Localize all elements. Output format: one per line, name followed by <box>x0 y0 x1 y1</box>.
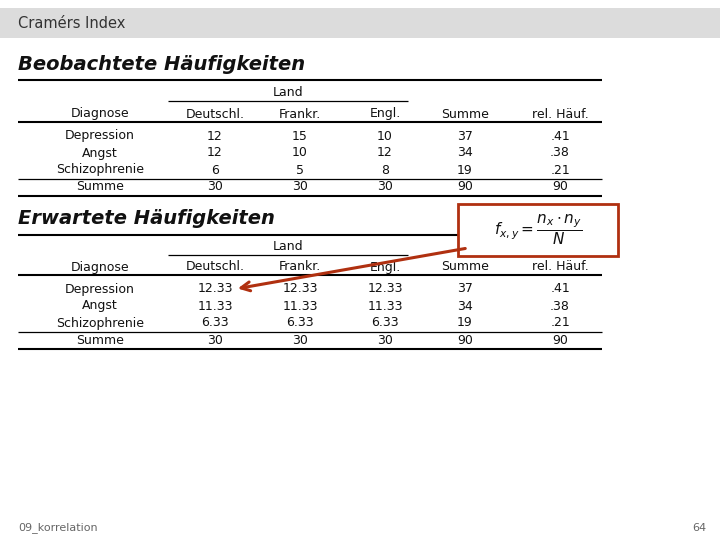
Text: 30: 30 <box>377 180 393 193</box>
Text: rel. Häuf.: rel. Häuf. <box>531 260 588 273</box>
Text: Summe: Summe <box>76 334 124 347</box>
Text: 12.33: 12.33 <box>367 282 402 295</box>
Text: 11.33: 11.33 <box>282 300 318 313</box>
Text: Deutschl.: Deutschl. <box>186 260 245 273</box>
Text: .38: .38 <box>550 300 570 313</box>
Text: 10: 10 <box>292 146 308 159</box>
Text: .41: .41 <box>550 282 570 295</box>
Text: 12: 12 <box>207 146 223 159</box>
Text: rel. Häuf.: rel. Häuf. <box>531 107 588 120</box>
Text: .38: .38 <box>550 146 570 159</box>
Text: 90: 90 <box>552 180 568 193</box>
Text: Beobachtete Häufigkeiten: Beobachtete Häufigkeiten <box>18 56 305 75</box>
Text: 34: 34 <box>457 300 473 313</box>
Text: .21: .21 <box>550 164 570 177</box>
Text: Engl.: Engl. <box>369 260 400 273</box>
Text: Summe: Summe <box>441 107 489 120</box>
Text: 30: 30 <box>207 334 223 347</box>
Text: 30: 30 <box>292 334 308 347</box>
Text: 12: 12 <box>207 130 223 143</box>
Text: 12.33: 12.33 <box>197 282 233 295</box>
Text: 30: 30 <box>207 180 223 193</box>
Text: Cramérs Index: Cramérs Index <box>18 16 125 30</box>
Bar <box>0 8 720 38</box>
Text: Angst: Angst <box>82 146 118 159</box>
Text: Frankr.: Frankr. <box>279 260 321 273</box>
Text: 6.33: 6.33 <box>286 316 314 329</box>
Text: 34: 34 <box>457 146 473 159</box>
Text: Land: Land <box>273 86 303 99</box>
Text: Frankr.: Frankr. <box>279 107 321 120</box>
Text: 8: 8 <box>381 164 389 177</box>
Text: 10: 10 <box>377 130 393 143</box>
Text: 12.33: 12.33 <box>282 282 318 295</box>
Text: Depression: Depression <box>65 282 135 295</box>
Text: 90: 90 <box>457 334 473 347</box>
Text: Diagnose: Diagnose <box>71 107 130 120</box>
Text: Depression: Depression <box>65 130 135 143</box>
Text: 90: 90 <box>457 180 473 193</box>
Text: 19: 19 <box>457 164 473 177</box>
Text: 90: 90 <box>552 334 568 347</box>
Text: 37: 37 <box>457 282 473 295</box>
Text: 09_korrelation: 09_korrelation <box>18 523 98 534</box>
Text: 6.33: 6.33 <box>201 316 229 329</box>
Text: Summe: Summe <box>76 180 124 193</box>
Text: Erwartete Häufigkeiten: Erwartete Häufigkeiten <box>18 208 275 227</box>
Text: Diagnose: Diagnose <box>71 260 130 273</box>
Text: .41: .41 <box>550 130 570 143</box>
Text: .21: .21 <box>550 316 570 329</box>
Text: Schizophrenie: Schizophrenie <box>56 316 144 329</box>
Text: 19: 19 <box>457 316 473 329</box>
Text: Land: Land <box>273 240 303 253</box>
Text: $f_{x,y} = \dfrac{n_x \cdot n_y}{N}$: $f_{x,y} = \dfrac{n_x \cdot n_y}{N}$ <box>494 213 582 247</box>
Bar <box>458 204 618 256</box>
Text: Summe: Summe <box>441 260 489 273</box>
Text: 64: 64 <box>692 523 706 533</box>
Text: 6.33: 6.33 <box>372 316 399 329</box>
Text: 15: 15 <box>292 130 308 143</box>
Text: 30: 30 <box>377 334 393 347</box>
Text: Angst: Angst <box>82 300 118 313</box>
Text: 11.33: 11.33 <box>197 300 233 313</box>
Text: Deutschl.: Deutschl. <box>186 107 245 120</box>
Text: Engl.: Engl. <box>369 107 400 120</box>
Text: 30: 30 <box>292 180 308 193</box>
Text: 5: 5 <box>296 164 304 177</box>
Text: 11.33: 11.33 <box>367 300 402 313</box>
Text: 6: 6 <box>211 164 219 177</box>
Text: 37: 37 <box>457 130 473 143</box>
Text: 12: 12 <box>377 146 393 159</box>
Text: Schizophrenie: Schizophrenie <box>56 164 144 177</box>
